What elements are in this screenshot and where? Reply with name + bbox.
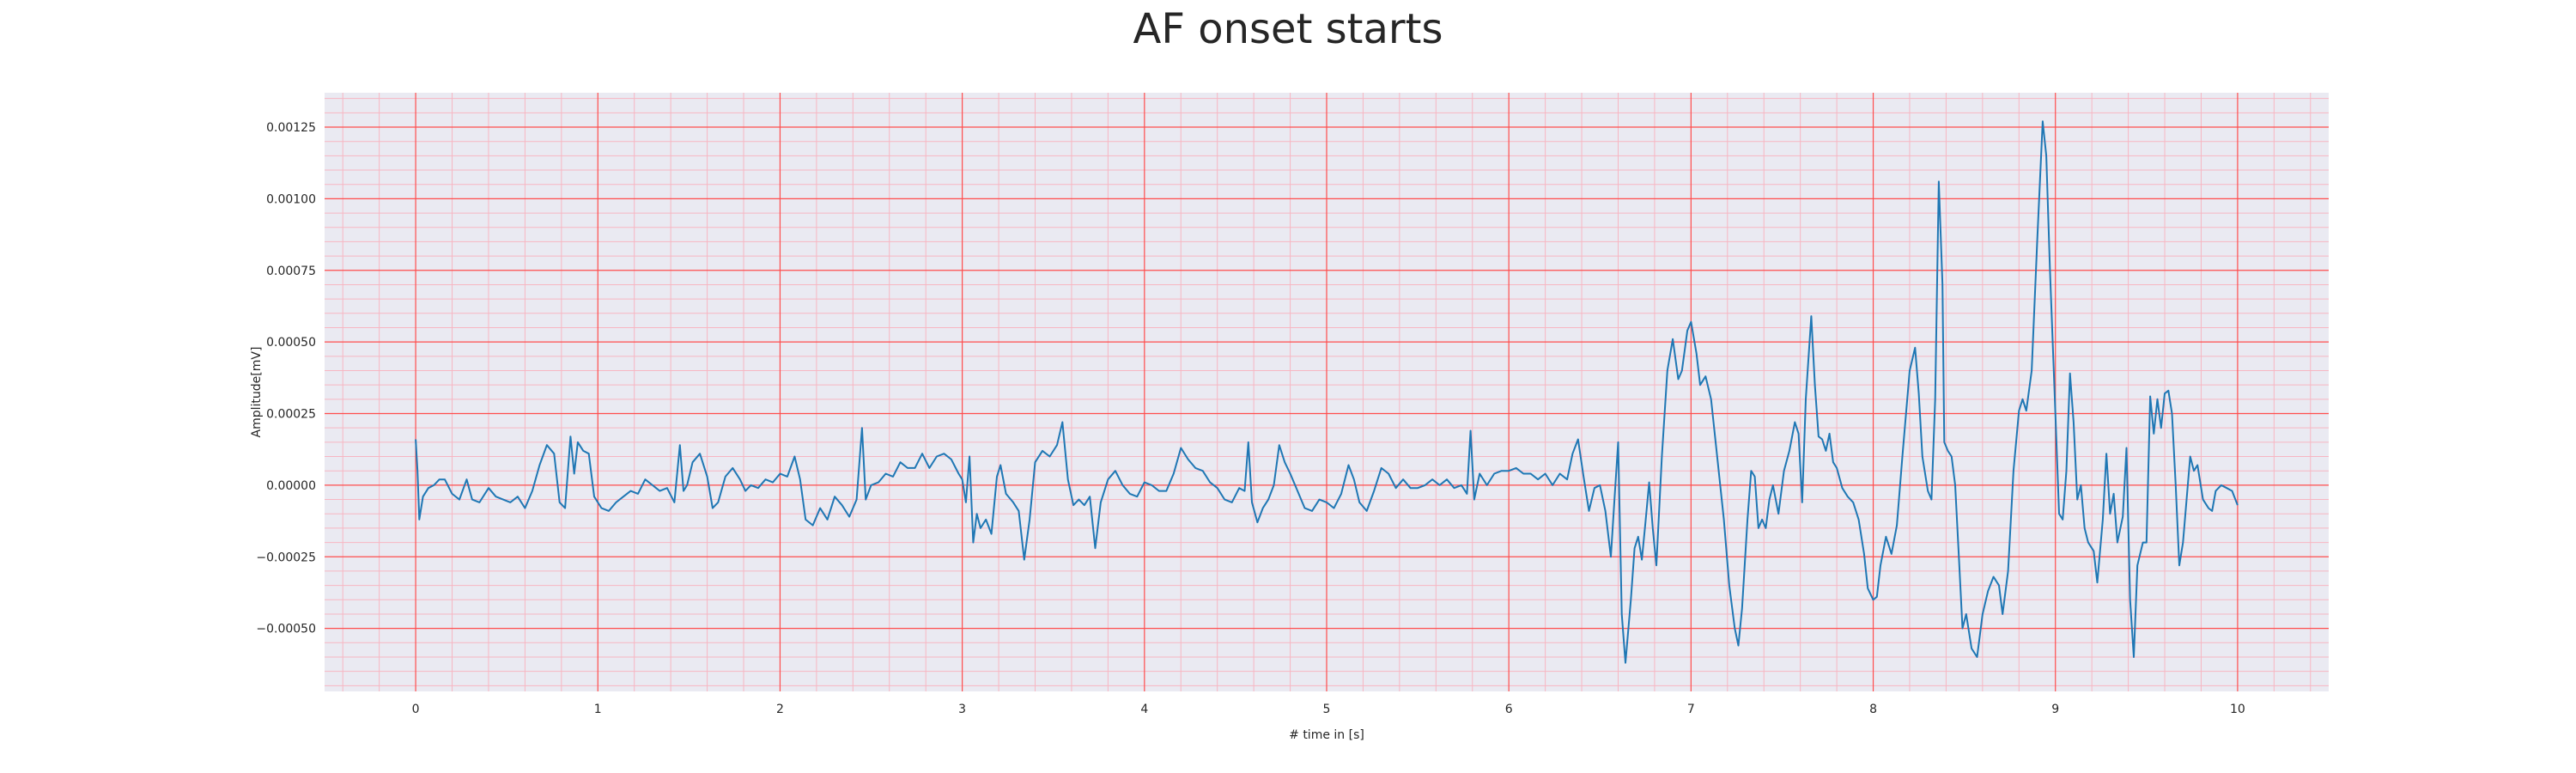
x-tick-label: 7 [1687,703,1695,716]
x-tick-label: 0 [412,703,420,716]
chart-title: AF onset starts [1133,5,1443,53]
x-tick-label: 10 [2230,703,2245,716]
x-axis-ticks: 0 1 2 3 4 5 6 7 8 9 10 [412,703,2245,716]
x-tick-label: 8 [1869,703,1877,716]
y-tick-label: 0.00125 [266,121,316,135]
x-axis-label: # time in [s] [1289,728,1364,742]
y-axis-ticks: −0.00050 −0.00025 0.00000 0.00025 0.00050 0.0… [256,121,316,636]
y-tick-label: 0.00000 [266,479,316,493]
x-tick-label: 4 [1140,703,1148,716]
y-tick-label: 0.00100 [266,192,316,206]
y-tick-label: 0.00050 [266,336,316,350]
y-tick-label: 0.00025 [266,408,316,422]
x-tick-label: 6 [1505,703,1513,716]
major-grid [325,93,2329,691]
y-tick-label: −0.00025 [256,551,316,564]
x-tick-label: 2 [776,703,784,716]
ecg-series-line [415,120,2239,664]
y-tick-label: 0.00075 [266,265,316,278]
x-tick-label: 5 [1323,703,1331,716]
y-axis-label: Amplitude[mV] [250,347,264,438]
x-tick-label: 3 [958,703,966,716]
x-tick-label: 1 [594,703,602,716]
y-tick-label: −0.00050 [256,623,316,636]
x-tick-label: 9 [2051,703,2059,716]
